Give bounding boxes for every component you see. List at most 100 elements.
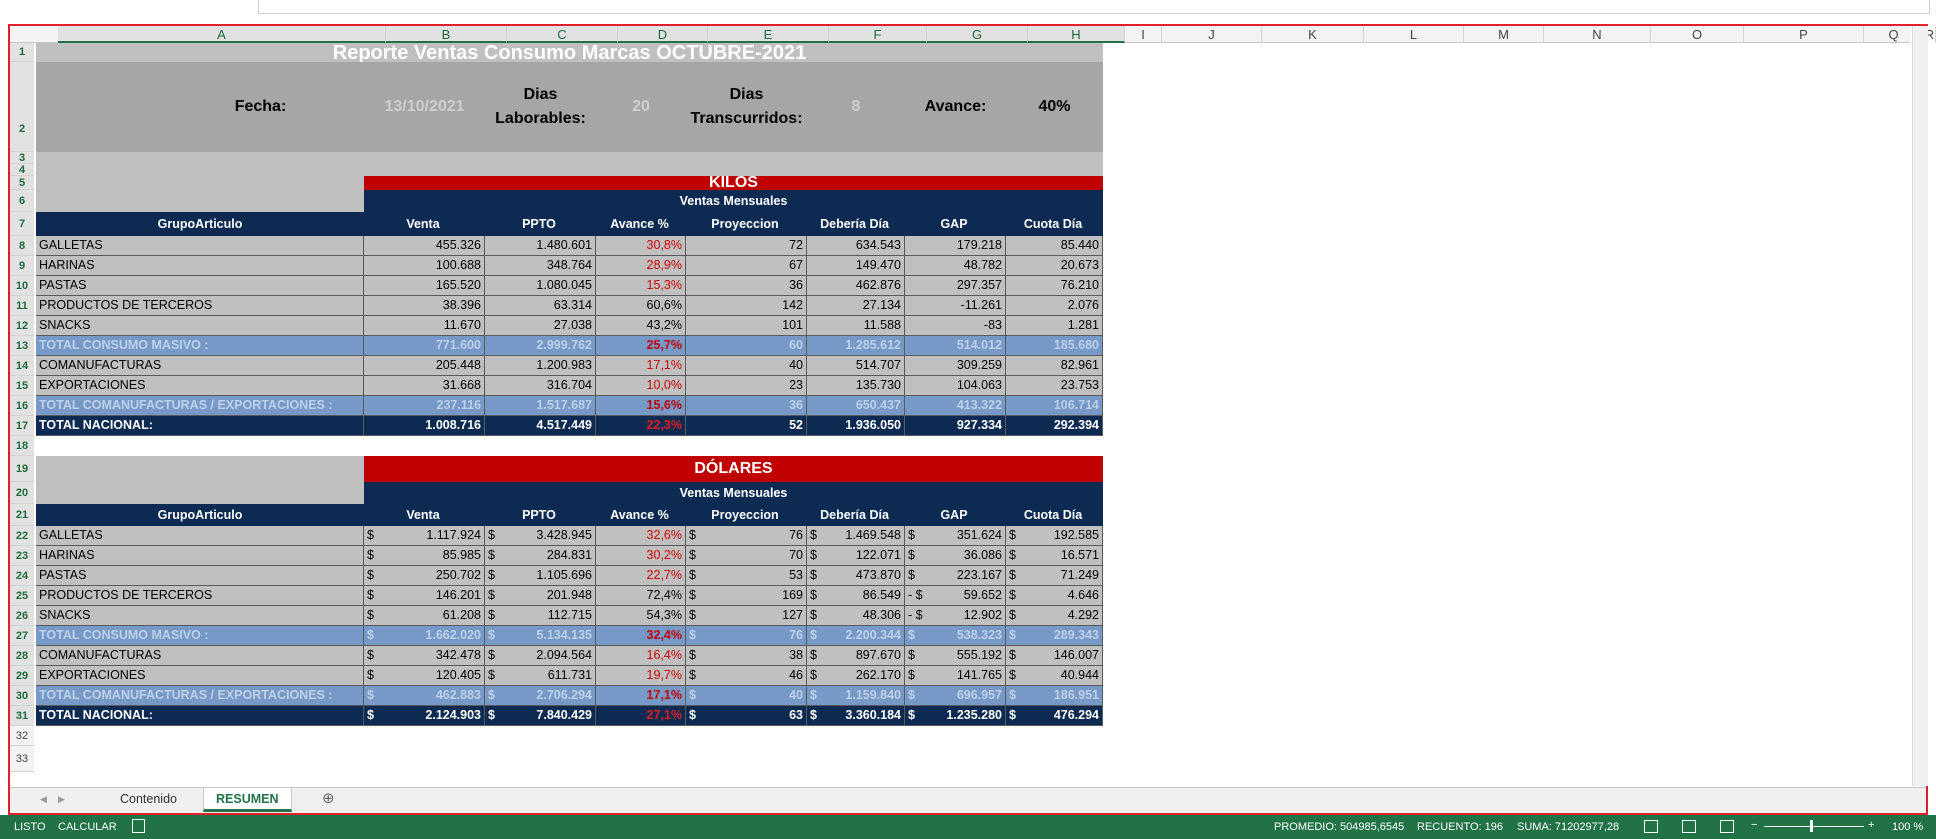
kilos-row-3-gap[interactable]: -11.261 <box>905 296 1006 316</box>
dolares-blank[interactable] <box>36 456 364 504</box>
dolares-row-8-venta[interactable]: $462.883 <box>364 686 485 706</box>
zoom-slider[interactable] <box>1764 826 1864 827</box>
kilos-row-0-ppto[interactable]: 1.480.601 <box>485 236 596 256</box>
dolares-row-2-deberia[interactable]: $473.870 <box>807 566 905 586</box>
dolares-row-5-gap[interactable]: $538.323 <box>905 626 1006 646</box>
kilos-header-ppto[interactable]: PPTO <box>485 212 596 236</box>
dias-laborables-label[interactable]: Dias Laborables: <box>485 62 596 152</box>
zoom-out-icon[interactable]: − <box>1751 819 1758 831</box>
kilos-row-4-cuota[interactable]: 1.281 <box>1006 316 1103 336</box>
dolares-header-gap[interactable]: GAP <box>905 504 1006 526</box>
dolares-row-1-cuota[interactable]: $16.571 <box>1006 546 1103 566</box>
kilos-header-proy[interactable]: Proyeccion <box>686 212 807 236</box>
kilos-row-7-proy[interactable]: 23 <box>686 376 807 396</box>
page-break-icon[interactable] <box>1720 820 1734 833</box>
dolares-row-6-avance[interactable]: 16,4% <box>596 646 686 666</box>
dolares-row-4-venta[interactable]: $61.208 <box>364 606 485 626</box>
dolares-row-4-avance[interactable]: 54,3% <box>596 606 686 626</box>
kilos-row-5-deberia[interactable]: 1.285.612 <box>807 336 905 356</box>
dolares-row-6-venta[interactable]: $342.478 <box>364 646 485 666</box>
dolares-header-ppto[interactable]: PPTO <box>485 504 596 526</box>
kilos-row-4-gap[interactable]: -83 <box>905 316 1006 336</box>
kilos-row-0-name[interactable]: GALLETAS <box>36 236 364 256</box>
kilos-row-3-proy[interactable]: 142 <box>686 296 807 316</box>
kilos-title[interactable]: KILOS <box>364 176 1103 190</box>
dolares-row-0-name[interactable]: GALLETAS <box>36 526 364 546</box>
row-header-10[interactable]: 10 <box>10 276 34 296</box>
dolares-row-8-ppto[interactable]: $2.706.294 <box>485 686 596 706</box>
avance-label[interactable]: Avance: <box>924 98 987 115</box>
dolares-row-6-proy[interactable]: $38 <box>686 646 807 666</box>
kilos-row-8-avance[interactable]: 15,6% <box>596 396 686 416</box>
kilos-row-1-avance[interactable]: 28,9% <box>596 256 686 276</box>
row-header-2[interactable]: 2 <box>10 62 34 152</box>
row-header-8[interactable]: 8 <box>10 236 34 256</box>
dolares-row-1-gap[interactable]: $36.086 <box>905 546 1006 566</box>
kilos-row-1-venta[interactable]: 100.688 <box>364 256 485 276</box>
row-header-16[interactable]: 16 <box>10 396 34 416</box>
dolares-row-0-deberia[interactable]: $1.469.548 <box>807 526 905 546</box>
kilos-row-3-name[interactable]: PRODUCTOS DE TERCEROS <box>36 296 364 316</box>
kilos-row-9-cuota[interactable]: 292.394 <box>1006 416 1103 436</box>
dolares-row-4-name[interactable]: SNACKS <box>36 606 364 626</box>
dias-transcurridos-value[interactable]: 8 <box>851 98 861 115</box>
dolares-row-0-ppto[interactable]: $3.428.945 <box>485 526 596 546</box>
kilos-row-9-name[interactable]: TOTAL NACIONAL: <box>36 416 364 436</box>
kilos-row-8-proy[interactable]: 36 <box>686 396 807 416</box>
macro-record-icon[interactable] <box>132 819 145 833</box>
kilos-header-avance[interactable]: Avance % <box>596 212 686 236</box>
dolares-row-4-cuota[interactable]: $4.292 <box>1006 606 1103 626</box>
kilos-row-2-deberia[interactable]: 462.876 <box>807 276 905 296</box>
kilos-row-6-deberia[interactable]: 514.707 <box>807 356 905 376</box>
dolares-row-7-proy[interactable]: $46 <box>686 666 807 686</box>
kilos-row-9-ppto[interactable]: 4.517.449 <box>485 416 596 436</box>
dolares-row-2-gap[interactable]: $223.167 <box>905 566 1006 586</box>
dolares-row-7-gap[interactable]: $141.765 <box>905 666 1006 686</box>
row-header-32[interactable]: 32 <box>10 726 34 746</box>
row-header-3[interactable]: 3 <box>10 152 34 164</box>
kilos-row-2-proy[interactable]: 36 <box>686 276 807 296</box>
kilos-row-7-venta[interactable]: 31.668 <box>364 376 485 396</box>
kilos-row-4-name[interactable]: SNACKS <box>36 316 364 336</box>
dolares-row-2-avance[interactable]: 22,7% <box>596 566 686 586</box>
dolares-row-5-cuota[interactable]: $289.343 <box>1006 626 1103 646</box>
row-header-33[interactable]: 33 <box>10 746 34 772</box>
dolares-row-3-deberia[interactable]: $86.549 <box>807 586 905 606</box>
row-header-11[interactable]: 11 <box>10 296 34 316</box>
column-header-B[interactable]: B <box>386 26 507 43</box>
tab-contenido[interactable]: Contenido <box>120 792 177 806</box>
kilos-row-6-gap[interactable]: 309.259 <box>905 356 1006 376</box>
vertical-scrollbar[interactable] <box>1912 26 1928 786</box>
dolares-row-1-deberia[interactable]: $122.071 <box>807 546 905 566</box>
page-layout-icon[interactable] <box>1682 820 1696 833</box>
dolares-row-5-venta[interactable]: $1.662.020 <box>364 626 485 646</box>
row-header-23[interactable]: 23 <box>10 546 34 566</box>
formula-bar[interactable] <box>258 0 1930 14</box>
dolares-row-0-venta[interactable]: $1.117.924 <box>364 526 485 546</box>
row-header-26[interactable]: 26 <box>10 606 34 626</box>
row-header-15[interactable]: 15 <box>10 376 34 396</box>
dolares-row-9-gap[interactable]: $1.235.280 <box>905 706 1006 726</box>
row-header-19[interactable]: 19 <box>10 456 34 482</box>
kilos-row-9-venta[interactable]: 1.008.716 <box>364 416 485 436</box>
dolares-row-9-deberia[interactable]: $3.360.184 <box>807 706 905 726</box>
row-header-1[interactable]: 1 <box>10 43 34 62</box>
kilos-row-7-deberia[interactable]: 135.730 <box>807 376 905 396</box>
kilos-row-6-name[interactable]: COMANUFACTURAS <box>36 356 364 376</box>
dolares-row-5-avance[interactable]: 32,4% <box>596 626 686 646</box>
kilos-header-gap[interactable]: GAP <box>905 212 1006 236</box>
kilos-row-5-cuota[interactable]: 185.680 <box>1006 336 1103 356</box>
row-header-5[interactable]: 5 <box>10 176 34 190</box>
dolares-row-3-cuota[interactable]: $4.646 <box>1006 586 1103 606</box>
dolares-row-8-name[interactable]: TOTAL COMANUFACTURAS / EXPORTACIONES : <box>36 686 364 706</box>
dolares-row-9-cuota[interactable]: $476.294 <box>1006 706 1103 726</box>
column-header-E[interactable]: E <box>708 26 829 43</box>
kilos-row-3-ppto[interactable]: 63.314 <box>485 296 596 316</box>
row-header-30[interactable]: 30 <box>10 686 34 706</box>
dolares-row-9-proy[interactable]: $63 <box>686 706 807 726</box>
kilos-row-2-cuota[interactable]: 76.210 <box>1006 276 1103 296</box>
dolares-row-8-proy[interactable]: $40 <box>686 686 807 706</box>
avance-value[interactable]: 40% <box>1038 98 1071 115</box>
row-header-21[interactable]: 21 <box>10 504 34 526</box>
dolares-row-2-cuota[interactable]: $71.249 <box>1006 566 1103 586</box>
